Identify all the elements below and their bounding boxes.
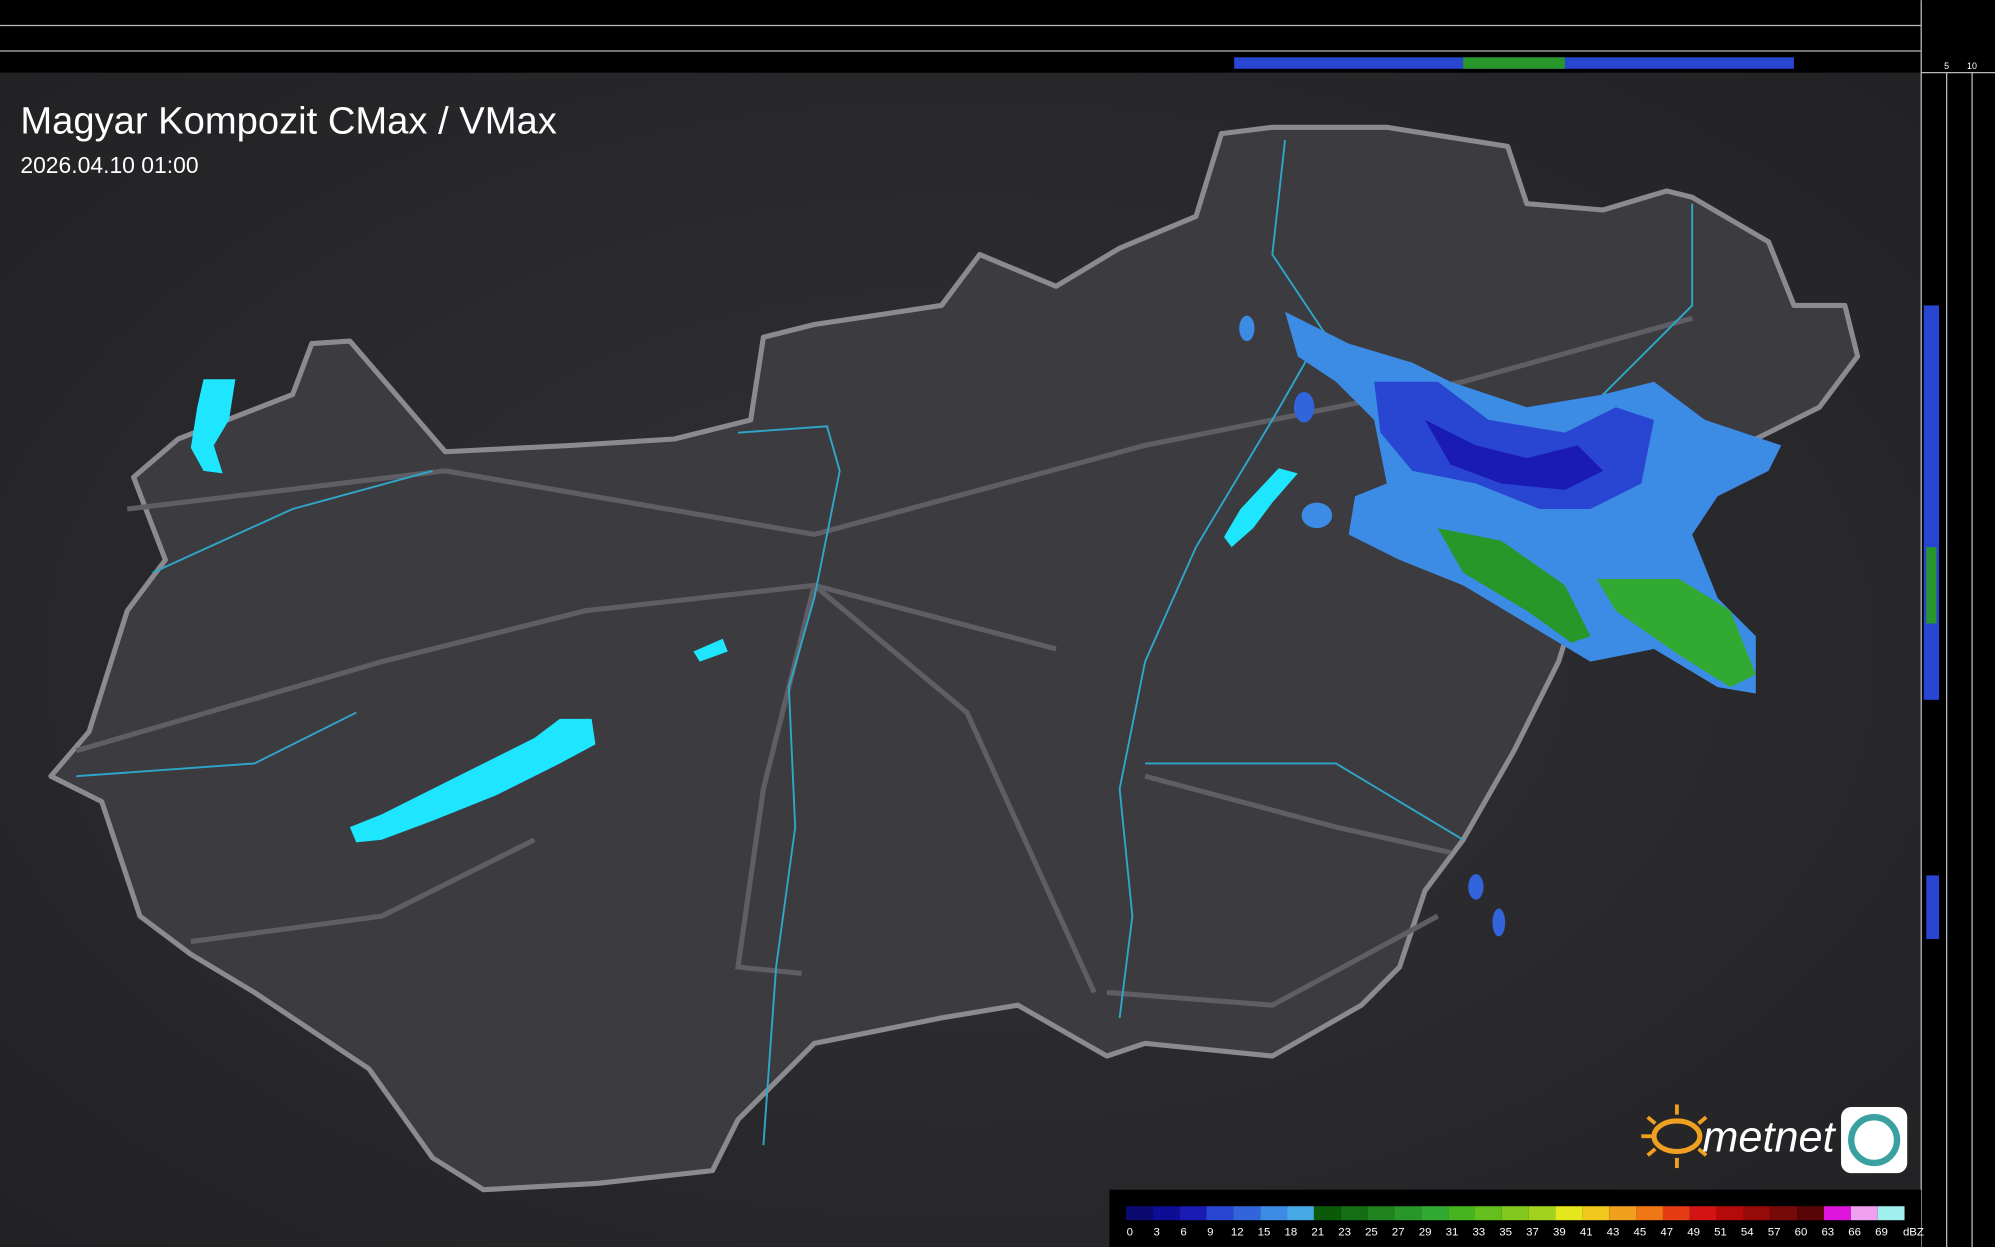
legend-label: 31: [1446, 1226, 1459, 1238]
logo: metnet: [1641, 1104, 1908, 1174]
logo-text: metnet: [1702, 1114, 1836, 1162]
legend-swatch: [1287, 1206, 1314, 1221]
legend-swatch: [1179, 1206, 1207, 1221]
legend-swatch: [1260, 1206, 1288, 1221]
legend-swatch: [1475, 1206, 1502, 1221]
legend-swatch: [1850, 1206, 1878, 1221]
legend-swatch: [1555, 1206, 1583, 1221]
legend-label: 47: [1660, 1226, 1673, 1238]
legend-swatch: [1126, 1206, 1153, 1221]
legend-label: 43: [1607, 1226, 1620, 1238]
legend-swatch: [1421, 1206, 1449, 1221]
legend-unit: dBZ: [1903, 1226, 1924, 1238]
legend-label: 37: [1526, 1226, 1539, 1238]
legend-swatch: [1716, 1206, 1744, 1221]
legend-label: 35: [1499, 1226, 1512, 1238]
legend-label: 51: [1714, 1226, 1727, 1238]
legend-label: 60: [1795, 1226, 1808, 1238]
legend-swatch: [1770, 1206, 1798, 1221]
legend-label: 39: [1553, 1226, 1566, 1238]
legend-swatch: [1824, 1206, 1851, 1221]
legend-swatch: [1313, 1206, 1341, 1221]
profile-echo: [1923, 305, 1940, 700]
legend-label: 9: [1207, 1226, 1213, 1238]
legend-swatch: [1206, 1206, 1234, 1221]
legend-label: 12: [1231, 1226, 1244, 1238]
legend-label: 33: [1472, 1226, 1485, 1238]
legend-label: 15: [1258, 1226, 1271, 1238]
legend-swatch: [1662, 1206, 1690, 1221]
legend-swatch: [1877, 1206, 1905, 1221]
legend-swatch: [1152, 1206, 1180, 1221]
legend-label: 54: [1741, 1226, 1754, 1238]
legend-swatch: [1689, 1206, 1717, 1221]
legend-label: 21: [1311, 1226, 1324, 1238]
legend-swatch: [1501, 1206, 1529, 1221]
legend-swatch: [1797, 1206, 1824, 1221]
legend-label: 0: [1127, 1226, 1133, 1238]
legend-label: 3: [1153, 1226, 1159, 1238]
legend-label: 45: [1634, 1226, 1647, 1238]
legend: 0 3 6 9 12 15 18 21 23 25 27 29 31 33 35 37 39 41 43 45 47 49…: [1126, 1206, 1924, 1238]
legend-label: 66: [1848, 1226, 1861, 1238]
profile-echo: [1926, 547, 1937, 624]
legend-label: 6: [1180, 1226, 1186, 1238]
map-title: Magyar Kompozit CMax / VMax: [20, 100, 556, 143]
legend-label: 41: [1580, 1226, 1593, 1238]
legend-swatch: [1233, 1206, 1261, 1221]
legend-label: 23: [1338, 1226, 1351, 1238]
legend-swatch: [1340, 1206, 1368, 1221]
lakes: [190, 379, 1298, 843]
legend-swatch: [1394, 1206, 1422, 1221]
legend-label: 25: [1365, 1226, 1378, 1238]
legend-label: 49: [1687, 1226, 1700, 1238]
legend-swatch: [1743, 1206, 1771, 1221]
legend-label: 69: [1875, 1226, 1888, 1238]
profile-tick-label: 10: [1967, 61, 1977, 71]
profile-tick-label: 5: [1944, 61, 1949, 71]
legend-swatch: [1448, 1206, 1476, 1221]
legend-swatch: [1582, 1206, 1610, 1221]
legend-swatch: [1528, 1206, 1556, 1221]
timestamp: 2026.04.10 01:00: [20, 152, 198, 178]
legend-swatch: [1609, 1206, 1637, 1221]
legend-label: 63: [1821, 1226, 1834, 1238]
radar-echoes: [1239, 311, 1782, 937]
legend-label: 29: [1419, 1226, 1432, 1238]
legend-swatch: [1636, 1206, 1663, 1221]
profile-echo: [1926, 875, 1940, 940]
legend-label: 18: [1285, 1226, 1298, 1238]
legend-swatch: [1367, 1206, 1395, 1221]
legend-label: 27: [1392, 1226, 1405, 1238]
profile-echo: [1463, 57, 1565, 69]
legend-label: 57: [1768, 1226, 1781, 1238]
